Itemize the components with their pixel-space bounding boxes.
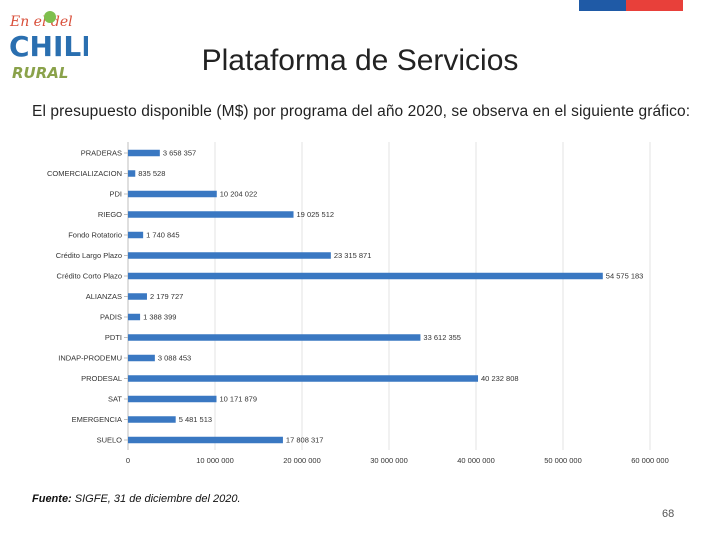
chart-subtitle: El presupuesto disponible (M$) por progr…: [32, 103, 691, 120]
logo-sub-text: RURAL: [12, 64, 68, 82]
value-label: 23 315 871: [334, 251, 372, 260]
source-note: Fuente: SIGFE, 31 de diciembre del 2020.: [32, 493, 241, 505]
category-label: SUELO: [97, 436, 123, 445]
bar: [128, 149, 160, 157]
x-tick-label: 20 000 000: [283, 456, 321, 465]
x-tick-label: 50 000 000: [544, 456, 582, 465]
page-number: 68: [662, 508, 675, 520]
category-label: INDAP-PRODEMU: [58, 354, 122, 363]
x-tick-label: 40 000 000: [457, 456, 495, 465]
logo-top-text: En el del: [9, 14, 73, 30]
category-label: PDTI: [105, 333, 122, 342]
value-label: 1 388 399: [143, 313, 176, 322]
value-label: 10 204 022: [220, 190, 258, 199]
bar: [128, 272, 603, 280]
bar: [128, 416, 176, 423]
value-label: 17 808 317: [286, 436, 324, 445]
logo-main-text: CHILE: [9, 30, 88, 63]
bar: [128, 334, 421, 341]
budget-bar-chart: PRADERAS 3 658 357 COMERCIALIZACION 835 528…: [47, 142, 669, 465]
category-label: COMERCIALIZACION: [47, 169, 122, 178]
bar: [128, 395, 217, 403]
category-label: Crédito Corto Plazo: [57, 272, 122, 281]
category-label: PADIS: [100, 313, 122, 322]
category-label: PDI: [109, 190, 122, 199]
bar: [128, 293, 147, 300]
source-text: SIGFE, 31 de diciembre del 2020.: [71, 493, 241, 505]
flag-blue-stripe: [579, 0, 626, 11]
category-label: PRADERAS: [81, 149, 122, 158]
category-label: EMERGENCIA: [72, 415, 122, 424]
bar: [128, 190, 217, 198]
value-label: 835 528: [138, 169, 165, 178]
page-title: Plataforma de Servicios: [201, 44, 519, 77]
bar: [128, 170, 136, 177]
value-label: 54 575 183: [606, 272, 644, 281]
bar: [128, 375, 479, 382]
x-tick-label: 60 000 000: [631, 456, 669, 465]
category-label: Crédito Largo Plazo: [56, 251, 122, 260]
value-label: 19 025 512: [297, 210, 335, 219]
bar: [128, 211, 294, 218]
value-label: 3 088 453: [158, 354, 191, 363]
bar: [128, 354, 155, 362]
value-label: 3 658 357: [163, 149, 196, 158]
category-label: RIEGO: [98, 210, 122, 219]
value-label: 33 612 355: [423, 333, 461, 342]
category-label: ALIANZAS: [86, 292, 122, 301]
bar: [128, 231, 144, 239]
value-label: 1 740 845: [146, 231, 179, 240]
category-label: Fondo Rotatorio: [68, 231, 122, 240]
chile-rural-logo: En el del CHILE RURAL: [9, 11, 88, 82]
leaf-icon: [44, 11, 56, 23]
bar: [128, 252, 331, 259]
x-tick-label: 30 000 000: [370, 456, 408, 465]
value-label: 10 171 879: [219, 395, 257, 404]
value-label: 5 481 513: [179, 415, 212, 424]
source-label: Fuente:: [32, 493, 72, 505]
value-label: 2 179 727: [150, 292, 183, 301]
flag-red-stripe: [626, 0, 683, 11]
x-tick-label: 0: [126, 456, 130, 465]
category-label: PRODESAL: [81, 374, 122, 383]
bar: [128, 313, 141, 321]
category-label: SAT: [108, 395, 122, 404]
x-tick-label: 10 000 000: [196, 456, 234, 465]
bar: [128, 436, 283, 444]
value-label: 40 232 808: [481, 374, 519, 383]
